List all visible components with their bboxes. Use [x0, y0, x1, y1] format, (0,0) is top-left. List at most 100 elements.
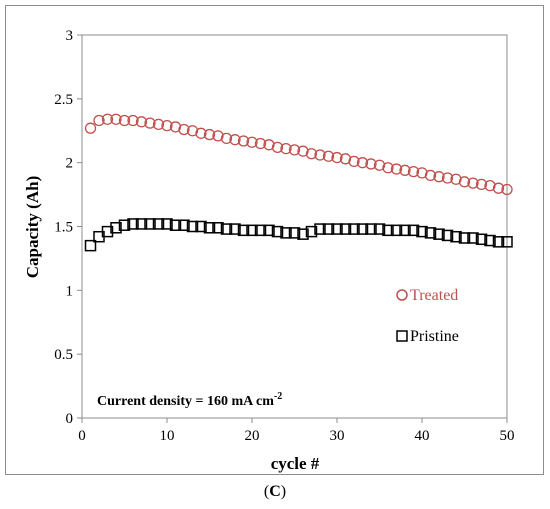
treated-point	[288, 144, 301, 156]
treated-point	[475, 178, 488, 191]
pristine-point	[169, 219, 182, 231]
treated-point	[169, 121, 182, 133]
treated-point	[382, 162, 394, 174]
pristine-point	[127, 218, 139, 230]
x-tick-label: 30	[330, 428, 345, 444]
pristine-point	[441, 229, 454, 242]
treated-point	[246, 136, 258, 148]
y-axis-label: Capacity (Ah)	[23, 176, 42, 278]
treated-point	[331, 151, 343, 164]
treated-point	[152, 118, 165, 131]
pristine-point	[144, 218, 156, 230]
pristine-point	[416, 225, 428, 238]
pristine-point	[101, 225, 114, 238]
annotation-text: Current density = 160 mA cm	[97, 394, 274, 409]
treated-point	[263, 139, 275, 151]
treated-point	[101, 113, 114, 125]
treated-point	[135, 116, 148, 128]
x-axis-label: cycle #	[271, 454, 320, 473]
annotation-superscript: -2	[274, 391, 282, 402]
legend-label-treated: Treated	[410, 287, 458, 304]
pristine-point	[475, 233, 488, 246]
treated-point	[339, 153, 352, 165]
pristine-point	[178, 219, 190, 231]
treated-point	[433, 171, 445, 183]
pristine-point	[212, 222, 224, 234]
legend: Treated Pristine	[396, 287, 459, 345]
pristine-point	[331, 223, 343, 235]
treated-point	[492, 182, 505, 194]
pristine-point	[288, 227, 301, 239]
pristine-point	[118, 219, 131, 231]
pristine-point	[271, 225, 284, 238]
y-tick-label: 1	[66, 283, 74, 299]
treated-point	[373, 159, 386, 171]
pristine-point	[373, 223, 386, 235]
x-tick-label: 20	[245, 428, 260, 444]
pristine-point	[186, 220, 199, 233]
treated-point	[390, 163, 403, 175]
treated-point	[254, 137, 267, 150]
treated-point	[322, 150, 335, 162]
treated-point	[93, 114, 105, 127]
treated-point	[84, 122, 97, 134]
treated-point	[195, 127, 207, 139]
y-tick-label: 0.5	[54, 347, 73, 363]
pristine-point	[356, 223, 369, 235]
legend-marker-pristine	[396, 330, 408, 342]
treated-point	[399, 164, 411, 176]
pristine-point	[450, 230, 462, 243]
pristine-point	[501, 236, 513, 248]
treated-point	[484, 179, 496, 192]
treated-point	[365, 158, 377, 170]
y-tick-label: 3	[66, 28, 74, 44]
pristine-point	[339, 223, 352, 235]
treated-point	[305, 148, 318, 160]
pristine-point	[348, 223, 360, 235]
pristine-point	[263, 224, 275, 237]
x-tick-label: 40	[415, 428, 430, 444]
pristine-point	[492, 236, 505, 248]
pristine-point	[161, 218, 173, 230]
pristine-point	[433, 228, 445, 240]
treated-point	[297, 145, 309, 157]
pristine-point	[382, 224, 394, 237]
treated-point	[458, 176, 471, 188]
chart-frame	[5, 5, 544, 475]
pristine-point	[254, 224, 267, 237]
pristine-point	[110, 222, 122, 234]
pristine-point	[280, 227, 292, 239]
treated-point	[467, 177, 479, 189]
treated-point	[212, 130, 224, 142]
treated-point	[407, 165, 420, 178]
treated-point	[424, 169, 437, 182]
pristine-point	[407, 224, 420, 237]
capacity-chart: 00.511.522.530 10 20 30 40 50 Treated Pristin…	[23, 28, 515, 473]
treated-point	[237, 135, 250, 147]
panel-letter: C	[269, 483, 281, 500]
annotation: Current density = 160 mA cm-2	[97, 391, 282, 409]
pristine-point	[390, 224, 403, 237]
pristine-point	[203, 222, 216, 234]
pristine-point	[237, 224, 250, 237]
treated-point	[144, 117, 156, 129]
treated-point	[356, 157, 369, 169]
treated-point	[229, 134, 241, 146]
treated-point	[203, 128, 216, 141]
pristine-point	[84, 239, 97, 252]
y-tick-label: 1.5	[54, 220, 73, 236]
panel-label: (C)	[263, 483, 287, 500]
x-tick-label: 50	[500, 428, 515, 444]
treated-point	[271, 141, 284, 153]
legend-label-pristine: Pristine	[410, 328, 459, 345]
treated-point	[314, 149, 326, 161]
treated-point	[178, 123, 190, 136]
pristine-point	[467, 232, 479, 244]
pristine-point	[424, 227, 437, 239]
treated-point	[110, 113, 122, 125]
treated-series	[84, 113, 513, 196]
treated-point	[186, 125, 199, 137]
y-tick-label: 2.5	[54, 92, 73, 108]
pristine-point	[322, 223, 335, 235]
pristine-point	[458, 232, 471, 244]
